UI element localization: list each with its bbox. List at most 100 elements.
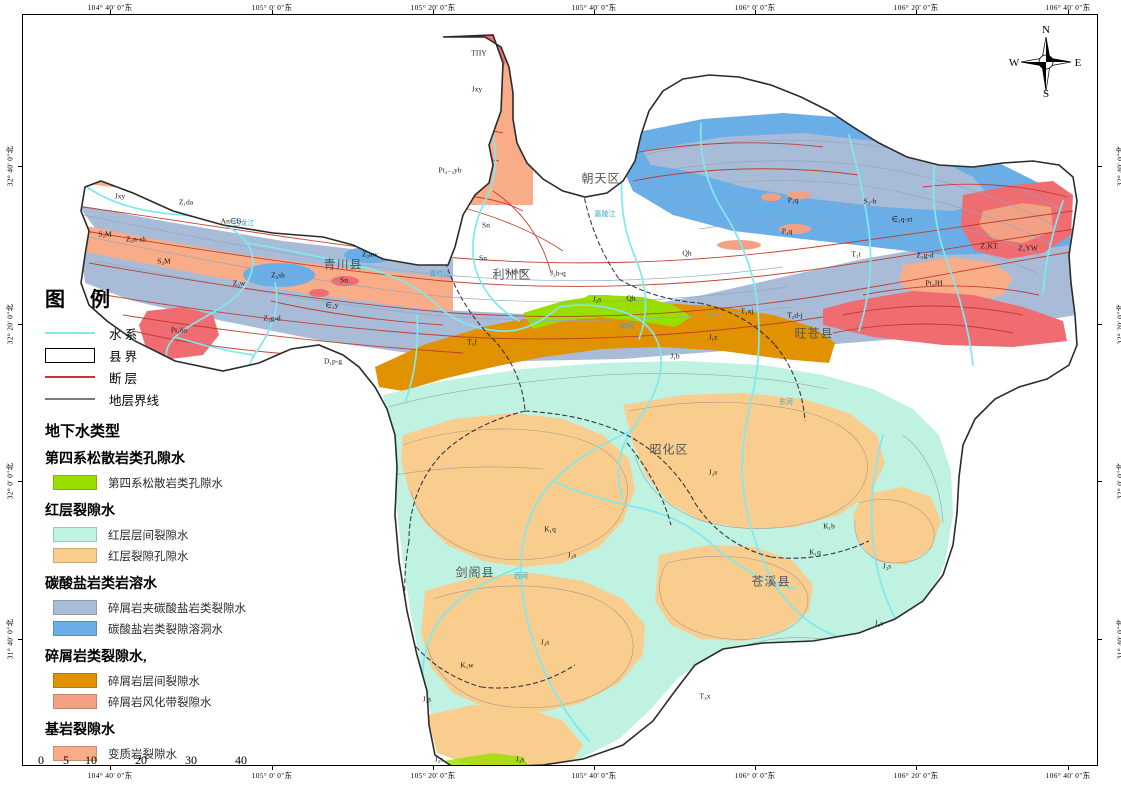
geology-code-26: J₁b <box>670 351 680 361</box>
geology-code-6: Z₂n-sh <box>125 234 147 244</box>
legend-swatch <box>53 694 97 709</box>
geology-code-21: J₂b-q <box>550 268 566 278</box>
county-label-2[interactable]: 利州区 <box>492 267 532 282</box>
legend-panel: 图 例 水 系县 界断 层地层界线 地下水类型 第四系松散岩类孔隙水 第四系松散岩… <box>41 283 291 765</box>
legend-key-county-boundary <box>45 347 95 363</box>
geology-code-7: S₂M <box>98 229 112 239</box>
river-lines <box>86 36 1064 742</box>
legend-swatch-label: 第四系松散岩类孔隙水 <box>108 477 223 490</box>
river-label-5: 西河 <box>514 572 528 580</box>
river-label-4: 东河 <box>779 398 793 406</box>
latitude-tick <box>1098 639 1102 640</box>
longitude-tick <box>433 766 434 770</box>
geology-code-32: Z₁YW <box>1018 243 1038 253</box>
legend-swatch-row-2-0[interactable]: 碎屑岩夹碳酸盐岩类裂隙水 <box>53 597 291 618</box>
county-label-0[interactable]: 青川县 <box>323 257 363 272</box>
geology-code-33: Z₂g-d <box>916 250 934 260</box>
geology-code-22: J₂s <box>592 294 602 304</box>
legend-group-heading-0: 第四系松散岩类孔隙水 <box>45 452 185 467</box>
geology-code-29: S₂-b <box>863 196 877 206</box>
geology-code-9: Z₂sh <box>271 270 285 280</box>
longitude-tick <box>755 766 756 770</box>
study-area-outline <box>80 34 1078 765</box>
scale-tick-1: 5 <box>63 753 69 765</box>
geology-code-20: T₁f <box>467 337 477 347</box>
geology-code-45: J₂s <box>874 618 884 628</box>
legend-swatch-label: 碎屑岩夹碳酸盐岩类裂隙水 <box>108 602 246 615</box>
legend-key-fault <box>45 376 95 378</box>
geology-code-30: ∈₁q-zt <box>891 214 913 224</box>
latitude-tick <box>1098 481 1102 482</box>
scale-bar-numbers: 0 5 10 20 30 40 <box>38 753 291 765</box>
legend-swatch <box>53 475 97 490</box>
legend-swatch-label: 变质岩裂隙水 <box>108 748 177 761</box>
legend-swatch-row-3-0[interactable]: 碎屑岩层间裂隙水 <box>53 670 291 691</box>
county-label-3[interactable]: 旺苍县 <box>794 326 834 341</box>
legend-label-stratum-boundary: 地层界线 <box>109 393 160 408</box>
geology-code-16: ∈₂y <box>325 300 339 310</box>
geology-code-44: J₂s <box>882 561 892 571</box>
geology-code-4: Z₁da <box>178 197 194 207</box>
legend-swatch <box>53 548 97 563</box>
geology-code-42: K₁q <box>809 547 821 557</box>
legend-groups: 第四系松散岩类孔隙水 第四系松散岩类孔隙水 红层裂隙水 红层层间裂隙水 红层裂隙孔隙水碳… <box>41 448 291 765</box>
compass-n-label: N <box>1042 24 1050 36</box>
legend-item-stratum-boundary[interactable]: 地层界线 <box>45 388 291 410</box>
map-frame: 青川县 朝天区 利州区 旺苍县 昭化区 剑阁县 苍溪县 TΠΥ Jxy Pt₃₋₄yb Jxy Z₁… <box>22 14 1098 766</box>
geology-code-24: Qh <box>682 248 692 258</box>
river-label-1: 青竹江 <box>429 270 451 278</box>
geology-code-49: J₂s <box>515 754 525 764</box>
legend-swatch-row-0-0[interactable]: 第四系松散岩类孔隙水 <box>53 472 291 493</box>
longitude-label-bottom-2: 105° 20' 0"东 <box>410 771 456 780</box>
geology-code-10: Z₂w <box>232 278 246 288</box>
county-label-5[interactable]: 剑阁县 <box>455 565 495 580</box>
geology-code-35: T₁t <box>851 249 861 259</box>
legend-swatch-row-3-1[interactable]: 碎屑岩风化带裂隙水 <box>53 691 291 712</box>
legend-swatch-row-1-1[interactable]: 红层裂隙孔隙水 <box>53 545 291 566</box>
longitude-tick <box>1068 766 1069 770</box>
longitude-label-top-5: 106° 20' 0"东 <box>893 3 939 12</box>
stratum-boundary-lines <box>388 373 944 708</box>
scale-tick-0: 0 <box>38 753 44 765</box>
geology-code-43: K₁b <box>823 521 835 531</box>
legend-swatch-row-1-0[interactable]: 红层层间裂隙水 <box>53 524 291 545</box>
longitude-label-top-2: 105° 20' 0"东 <box>410 3 456 12</box>
legend-line-items: 水 系县 界断 层地层界线 <box>41 322 291 410</box>
longitude-label-bottom-0: 104° 40' 0"东 <box>87 771 133 780</box>
longitude-tick <box>916 10 917 14</box>
geology-code-36: T₁xj <box>740 306 754 316</box>
geology-code-2: Pt₃₋₄yb <box>438 165 462 175</box>
county-label-6[interactable]: 苍溪县 <box>751 574 791 589</box>
longitude-tick <box>110 766 111 770</box>
latitude-label-left-2: 32° 0' 0"北 <box>5 462 15 500</box>
county-label-1[interactable]: 朝天区 <box>581 171 621 186</box>
legend-item-county-boundary[interactable]: 县 界 <box>45 344 291 366</box>
geology-code-13: Sn <box>482 220 490 230</box>
geology-code-23: Qh <box>626 293 636 303</box>
map-canvas[interactable]: 青川县 朝天区 利州区 旺苍县 昭化区 剑阁县 苍溪县 TΠΥ Jxy Pt₃₋₄yb Jxy Z₁… <box>23 15 1097 765</box>
legend-label-water-system: 水 系 <box>109 327 138 342</box>
geology-code-41: K₁q <box>544 524 556 534</box>
latitude-tick <box>18 166 22 167</box>
river-label-0: 白龙江 <box>233 219 255 227</box>
latitude-label-left-3: 31° 40' 0"北 <box>5 618 15 660</box>
latitude-label-right-2: 32° 0' 0"北 <box>1115 462 1121 500</box>
longitude-tick <box>272 10 273 14</box>
legend-swatch <box>53 746 97 761</box>
geology-code-27: P₁q <box>787 195 799 205</box>
geology-code-12: Sn <box>340 275 348 285</box>
legend-swatch-row-4-0[interactable]: 变质岩裂隙水 <box>53 743 291 764</box>
legend-swatch-row-2-1[interactable]: 碳酸盐岩类裂隙溶洞水 <box>53 618 291 639</box>
geology-code-31: Z₁KT <box>980 241 998 251</box>
latitude-tick <box>1098 166 1102 167</box>
county-label-4[interactable]: 昭化区 <box>649 442 689 457</box>
legend-item-fault[interactable]: 断 层 <box>45 366 291 388</box>
compass-e-label: E <box>1075 57 1082 69</box>
scale-tick-3: 20 <box>135 753 147 765</box>
geology-code-39: J₂s <box>567 550 577 560</box>
legend-item-water-system[interactable]: 水 系 <box>45 322 291 344</box>
longitude-label-top-0: 104° 40' 0"东 <box>87 3 133 12</box>
longitude-tick <box>594 766 595 770</box>
longitude-tick <box>272 766 273 770</box>
geology-code-48: J₂s <box>434 754 444 764</box>
